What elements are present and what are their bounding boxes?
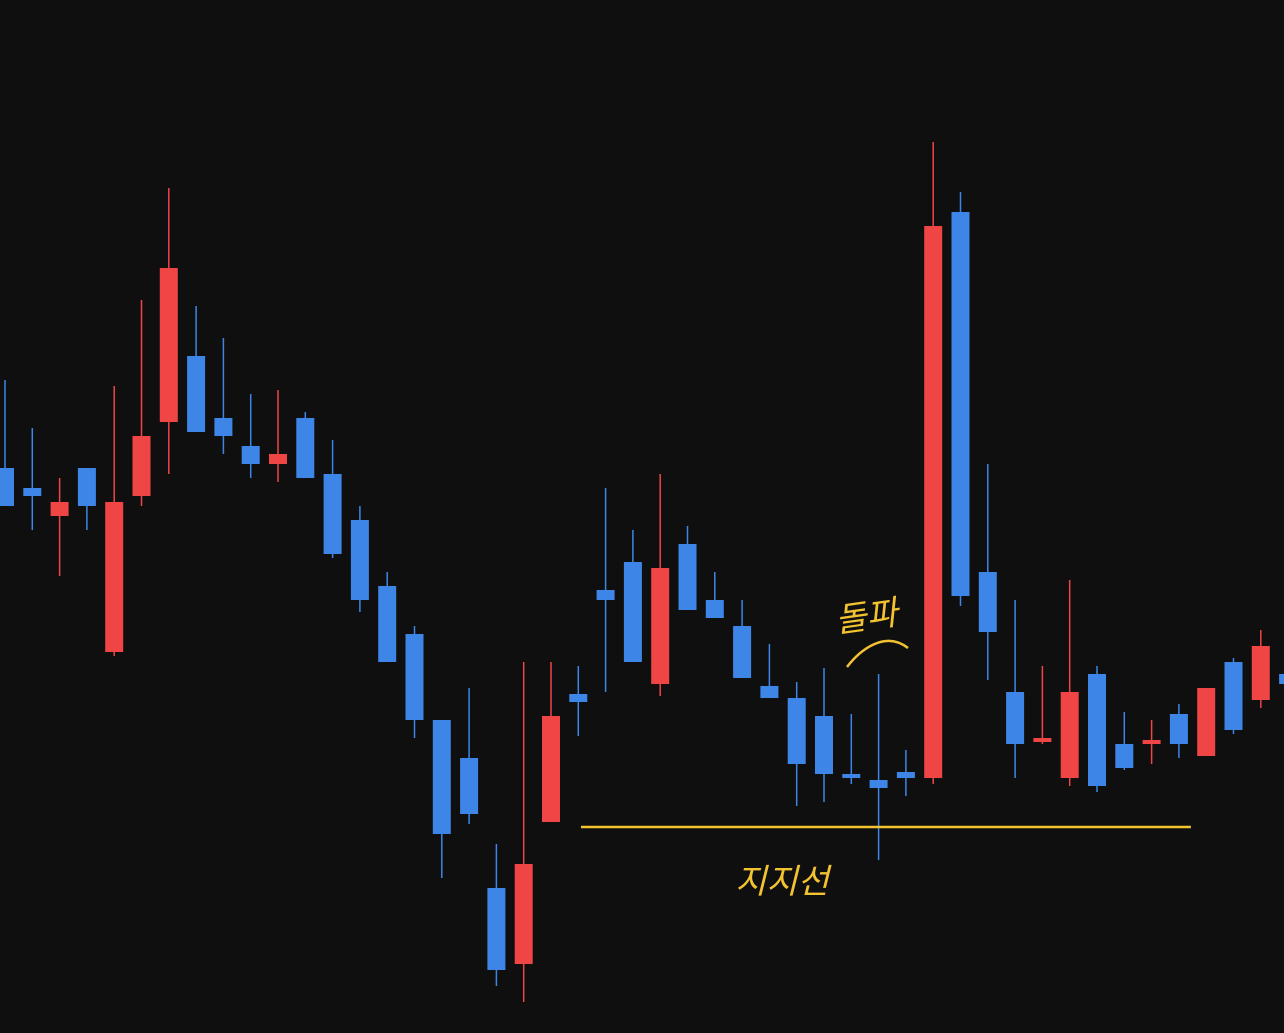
candle-body [50,502,69,516]
candle-body [187,356,206,432]
candle-body [596,590,615,600]
candle-body [296,418,315,478]
candle-body [1224,662,1243,730]
candle-body [924,226,943,778]
candle-body [760,686,779,698]
candle-body [869,780,888,788]
candle-body [978,572,997,632]
candle-body [815,716,833,774]
candle-body [269,454,287,464]
candle-body [132,436,151,496]
candle-body [569,694,588,702]
candle-body [651,568,670,684]
candle-body [896,772,915,778]
candle-body [487,888,506,970]
candle-body [432,720,451,834]
candle-body [1197,688,1216,756]
candle-body [842,774,861,778]
candle-body [1060,692,1079,778]
annotation: 돌파 [833,592,904,641]
candle-body [787,698,806,764]
candle-body [542,716,560,822]
candle-body [1169,714,1188,744]
annotation-arrow [846,639,909,668]
candle-body [1115,744,1134,768]
candle-body [241,446,260,464]
candle-body [951,212,970,596]
candle-body [733,626,752,678]
candle-body [1006,692,1025,744]
candle-body [23,488,42,496]
candle-body [1088,674,1106,786]
candle-body [514,864,533,964]
candle-body [378,586,397,662]
candle-body [1279,674,1284,684]
candle-body [350,520,369,600]
candle-body [1033,738,1052,742]
candle-body [405,634,424,720]
support-label: 지지선 [735,862,833,902]
candle-body [623,562,642,662]
candle-body [705,600,724,618]
candle-body [105,502,124,652]
candle-body [0,468,14,506]
candle-body [1142,740,1161,744]
candle-body [460,758,479,814]
candle-body [323,474,342,554]
candle-body [1251,646,1270,700]
candle-body [159,268,178,422]
candle-body [77,468,96,506]
candle-body [214,418,233,436]
candle-body [678,544,697,610]
